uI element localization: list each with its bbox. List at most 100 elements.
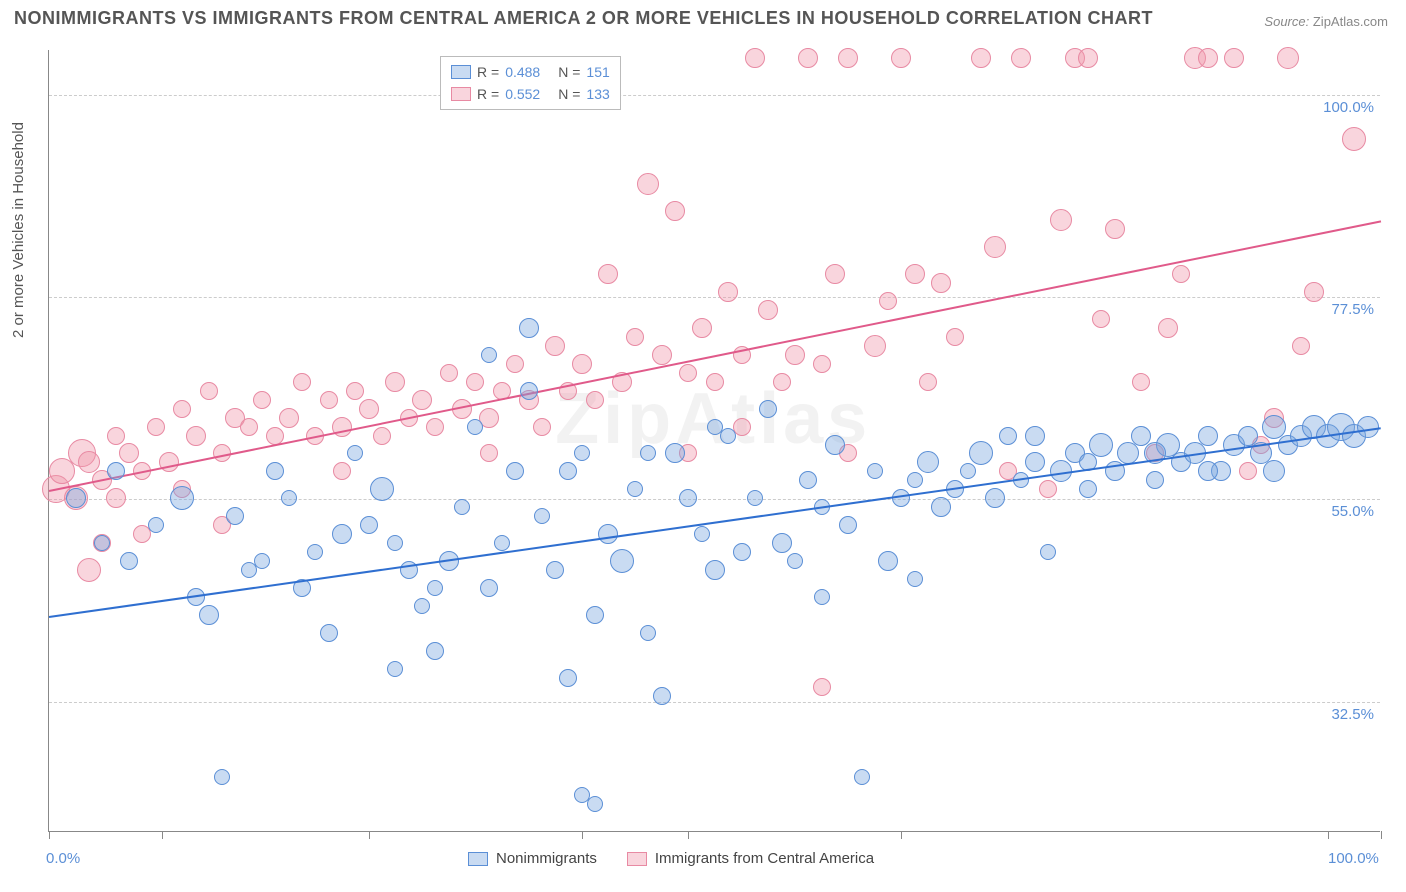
r-value: 0.552 bbox=[505, 83, 540, 105]
gridline bbox=[49, 95, 1380, 96]
data-point bbox=[627, 481, 643, 497]
r-value: 0.488 bbox=[505, 61, 540, 83]
data-point bbox=[347, 445, 363, 461]
n-value: 133 bbox=[586, 83, 609, 105]
data-point bbox=[226, 507, 244, 525]
data-point bbox=[293, 373, 311, 391]
data-point bbox=[798, 48, 818, 68]
data-point bbox=[1158, 318, 1178, 338]
data-point bbox=[718, 282, 738, 302]
data-point bbox=[572, 354, 592, 374]
data-point bbox=[320, 391, 338, 409]
data-point bbox=[320, 624, 338, 642]
data-point bbox=[1239, 462, 1257, 480]
data-point bbox=[772, 533, 792, 553]
data-point bbox=[960, 463, 976, 479]
data-point bbox=[346, 382, 364, 400]
data-point bbox=[773, 373, 791, 391]
data-point bbox=[1342, 127, 1366, 151]
data-point bbox=[665, 443, 685, 463]
data-point bbox=[66, 488, 86, 508]
data-point bbox=[1039, 480, 1057, 498]
data-point bbox=[1131, 426, 1151, 446]
data-point bbox=[534, 508, 550, 524]
data-point bbox=[917, 451, 939, 473]
data-point bbox=[586, 391, 604, 409]
x-axis-max-label: 100.0% bbox=[1328, 850, 1379, 867]
correlation-legend: R =0.488N =151R =0.552N =133 bbox=[440, 56, 621, 110]
data-point bbox=[412, 390, 432, 410]
data-point bbox=[813, 355, 831, 373]
data-point bbox=[586, 606, 604, 624]
data-point bbox=[1198, 426, 1218, 446]
data-point bbox=[360, 516, 378, 534]
data-point bbox=[1198, 48, 1218, 68]
data-point bbox=[653, 687, 671, 705]
data-point bbox=[705, 560, 725, 580]
data-point bbox=[200, 382, 218, 400]
data-point bbox=[385, 372, 405, 392]
n-label: N = bbox=[558, 61, 580, 83]
data-point bbox=[480, 579, 498, 597]
data-point bbox=[546, 561, 564, 579]
data-point bbox=[173, 400, 191, 418]
data-point bbox=[94, 535, 110, 551]
data-point bbox=[706, 373, 724, 391]
gridline bbox=[49, 499, 1380, 500]
data-point bbox=[720, 428, 736, 444]
data-point bbox=[359, 399, 379, 419]
data-point bbox=[387, 535, 403, 551]
data-point bbox=[119, 443, 139, 463]
data-point bbox=[1263, 460, 1285, 482]
data-point bbox=[838, 48, 858, 68]
data-point bbox=[307, 544, 323, 560]
chart-title: NONIMMIGRANTS VS IMMIGRANTS FROM CENTRAL… bbox=[14, 8, 1153, 29]
series-legend-item: Immigrants from Central America bbox=[627, 850, 874, 867]
legend-swatch bbox=[627, 852, 647, 866]
r-label: R = bbox=[477, 83, 499, 105]
data-point bbox=[279, 408, 299, 428]
data-point bbox=[159, 452, 179, 472]
gridline bbox=[49, 702, 1380, 703]
data-point bbox=[519, 318, 539, 338]
data-point bbox=[825, 264, 845, 284]
data-point bbox=[254, 553, 270, 569]
data-point bbox=[969, 441, 993, 465]
data-point bbox=[370, 477, 394, 501]
legend-swatch bbox=[451, 65, 471, 79]
data-point bbox=[120, 552, 138, 570]
data-point bbox=[333, 462, 351, 480]
data-point bbox=[864, 335, 886, 357]
series-legend-item: Nonimmigrants bbox=[468, 850, 597, 867]
data-point bbox=[506, 462, 524, 480]
data-point bbox=[1277, 47, 1299, 69]
data-point bbox=[1078, 48, 1098, 68]
data-point bbox=[839, 516, 857, 534]
data-point bbox=[984, 236, 1006, 258]
gridline bbox=[49, 297, 1380, 298]
data-point bbox=[931, 273, 951, 293]
data-point bbox=[480, 444, 498, 462]
data-point bbox=[1040, 544, 1056, 560]
data-point bbox=[414, 598, 430, 614]
data-point bbox=[440, 364, 458, 382]
data-point bbox=[253, 391, 271, 409]
data-point bbox=[148, 517, 164, 533]
data-point bbox=[106, 488, 126, 508]
source-credit: Source: ZipAtlas.com bbox=[1264, 14, 1388, 29]
y-tick-label: 100.0% bbox=[1323, 99, 1374, 116]
data-point bbox=[971, 48, 991, 68]
data-point bbox=[640, 445, 656, 461]
data-point bbox=[1079, 480, 1097, 498]
data-point bbox=[426, 418, 444, 436]
correlation-legend-row: R =0.552N =133 bbox=[451, 83, 610, 105]
y-tick-label: 55.0% bbox=[1331, 503, 1374, 520]
data-point bbox=[107, 427, 125, 445]
data-point bbox=[281, 490, 297, 506]
data-point bbox=[787, 553, 803, 569]
data-point bbox=[694, 526, 710, 542]
x-tick bbox=[1328, 831, 1329, 839]
series-name: Nonimmigrants bbox=[496, 850, 597, 867]
series-name: Immigrants from Central America bbox=[655, 850, 874, 867]
data-point bbox=[426, 642, 444, 660]
